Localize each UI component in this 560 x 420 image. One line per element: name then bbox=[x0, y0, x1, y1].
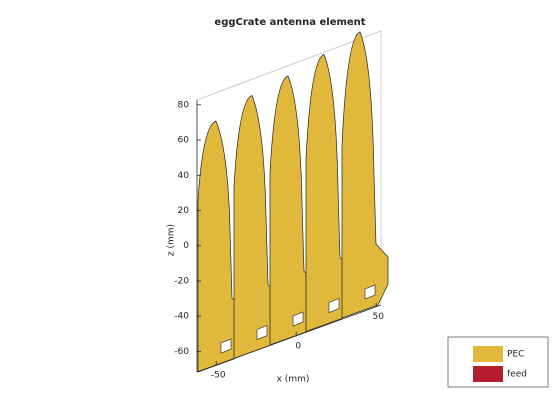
antenna bbox=[197, 31, 389, 373]
x-axis-line bbox=[196, 304, 382, 373]
fin bbox=[341, 31, 389, 319]
x-tick-label: 50 bbox=[372, 312, 384, 322]
fin bbox=[269, 75, 317, 346]
legend-swatch bbox=[473, 346, 503, 362]
x-tick-label: -50 bbox=[211, 371, 226, 381]
feed-port bbox=[220, 338, 232, 354]
fin bbox=[197, 120, 245, 373]
z-axis-label: z (mm) bbox=[167, 224, 177, 256]
z-tick-label: 20 bbox=[178, 206, 190, 216]
feed-port bbox=[364, 284, 376, 300]
feed-port bbox=[328, 298, 340, 313]
z-tick-label: 0 bbox=[183, 241, 189, 251]
legend-swatch bbox=[473, 366, 503, 382]
feed-port bbox=[292, 311, 304, 327]
z-tick-label: -60 bbox=[174, 347, 189, 357]
legend-label: PEC bbox=[507, 350, 524, 360]
box-edge bbox=[196, 84, 237, 101]
feed-port bbox=[256, 325, 268, 340]
fin bbox=[305, 54, 353, 332]
legend-label: feed bbox=[507, 370, 527, 380]
z-tick-label: 80 bbox=[178, 100, 190, 110]
z-tick-label: -20 bbox=[174, 276, 189, 286]
chart-title: eggCrate antenna element bbox=[214, 17, 365, 28]
z-tick-label: 60 bbox=[178, 136, 190, 146]
fin bbox=[233, 95, 281, 359]
x-axis-label: x (mm) bbox=[277, 375, 310, 385]
z-tick-label: 40 bbox=[178, 171, 190, 181]
x-tick-label: 0 bbox=[295, 341, 301, 351]
z-tick-label: -40 bbox=[174, 312, 189, 322]
